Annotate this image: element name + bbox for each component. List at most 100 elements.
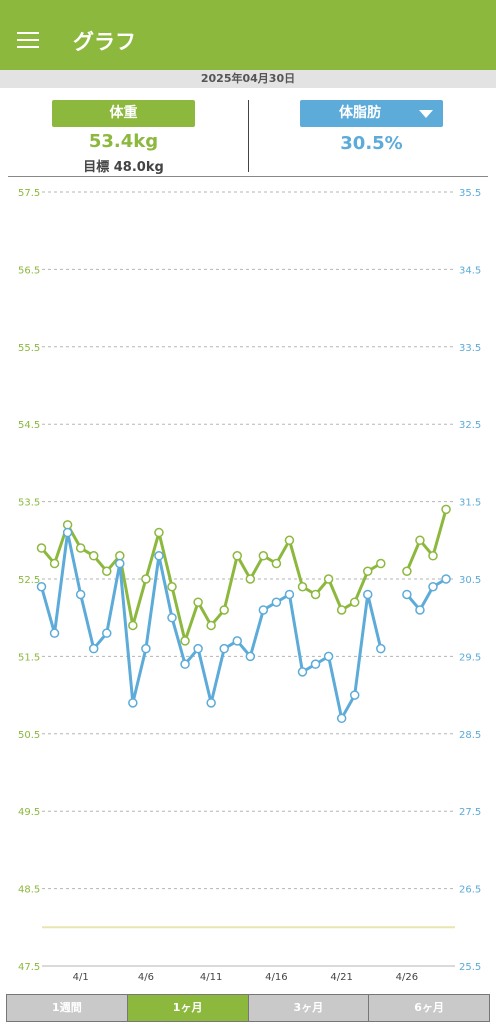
data-point-body-fat (193, 643, 203, 654)
x-axis-tick-label: 4/11 (200, 972, 222, 983)
data-point-body-fat (336, 713, 347, 724)
data-point-weight (49, 558, 60, 569)
data-point-body-fat (415, 605, 425, 615)
data-point-weight (245, 574, 256, 584)
weight-value: 53.4kg (88, 131, 159, 152)
left-axis-tick-label: 52.5 (18, 575, 40, 586)
body-fat-value: 30.5% (340, 133, 403, 154)
data-point-body-fat (310, 659, 321, 669)
right-axis-tick-label: 29.5 (459, 652, 481, 663)
data-point-weight (206, 620, 216, 631)
caret-down-icon (419, 110, 433, 118)
data-point-weight (88, 551, 99, 561)
x-axis-tick-label: 4/26 (396, 972, 418, 983)
right-axis-tick-label: 28.5 (459, 730, 481, 741)
data-point-weight (36, 543, 47, 553)
data-point-weight (219, 605, 229, 615)
data-point-weight (376, 558, 386, 569)
body-fat-dropdown[interactable]: 体脂肪 (300, 100, 443, 127)
data-point-weight (102, 566, 112, 577)
data-point-body-fat (219, 643, 229, 654)
period-tab-0[interactable]: 1週間 (7, 995, 128, 1021)
card-divider (248, 100, 249, 172)
data-point-weight (363, 566, 373, 577)
hamburger-menu-icon[interactable] (17, 32, 39, 48)
left-axis-tick-label: 48.5 (18, 885, 40, 896)
data-point-body-fat (271, 597, 282, 607)
weight-goal: 目標 48.0kg (83, 160, 164, 175)
data-point-body-fat (232, 636, 242, 646)
data-point-body-fat (441, 574, 451, 584)
data-point-weight (310, 589, 321, 600)
period-tab-3[interactable]: 6ヶ月 (369, 995, 489, 1021)
data-point-weight (75, 543, 86, 553)
right-axis-tick-label: 35.5 (459, 188, 481, 199)
data-point-body-fat (36, 581, 47, 592)
date-label: 2025年04月30日 (0, 70, 496, 88)
series-line-body-fat (40, 531, 447, 720)
period-tab-2[interactable]: 3ヶ月 (248, 995, 370, 1021)
left-axis-tick-label: 56.5 (18, 265, 40, 276)
left-axis-tick-label: 57.5 (18, 188, 40, 199)
data-point-weight (258, 551, 269, 561)
data-point-weight (336, 605, 347, 615)
weight-bodyfat-chart: 57.5 35.5 56.5 34.5 55.5 33.5 54.5 32.5 53.5 31.5… (18, 188, 481, 983)
data-point-weight (180, 636, 190, 646)
data-point-body-fat (141, 643, 151, 654)
data-point-weight (167, 581, 177, 592)
right-axis-tick-label: 25.5 (459, 962, 481, 973)
data-point-body-fat (167, 612, 177, 623)
data-point-weight (232, 551, 242, 561)
right-axis-tick-label: 33.5 (459, 343, 481, 354)
period-tab-1[interactable]: 1ヶ月 (127, 995, 249, 1021)
data-point-weight (349, 597, 360, 607)
data-point-body-fat (88, 643, 99, 654)
data-point-body-fat (245, 651, 256, 662)
data-point-body-fat (206, 698, 216, 708)
data-point-body-fat (428, 581, 438, 592)
data-point-body-fat (128, 698, 138, 708)
right-axis-tick-label: 32.5 (459, 420, 481, 431)
x-axis-tick-label: 4/6 (138, 972, 154, 983)
data-point-body-fat (62, 527, 73, 538)
left-axis-tick-label: 50.5 (18, 730, 40, 741)
left-axis-tick-label: 54.5 (18, 420, 40, 431)
right-axis-tick-label: 30.5 (459, 575, 481, 586)
data-point-weight (441, 504, 451, 515)
data-point-body-fat (258, 605, 269, 615)
data-point-weight (428, 551, 438, 561)
right-axis-tick-label: 27.5 (459, 807, 481, 818)
data-point-weight (62, 520, 73, 530)
data-point-weight (297, 581, 308, 592)
right-axis-tick-label: 26.5 (459, 885, 481, 896)
data-point-weight (284, 535, 295, 546)
x-axis-tick-label: 4/21 (330, 972, 352, 983)
left-axis-tick-label: 51.5 (18, 652, 40, 663)
data-point-body-fat (349, 690, 360, 700)
data-point-body-fat (363, 589, 373, 600)
left-axis-tick-label: 47.5 (18, 962, 40, 973)
data-point-weight (141, 574, 151, 584)
data-point-weight (402, 566, 412, 577)
x-axis-tick-label: 4/1 (73, 972, 89, 983)
data-point-weight (154, 527, 164, 538)
data-point-body-fat (49, 628, 60, 638)
body-fat-dropdown-label: 体脂肪 (339, 105, 381, 121)
data-point-weight (323, 574, 334, 584)
data-point-body-fat (323, 651, 334, 662)
data-point-weight (415, 535, 425, 546)
left-axis-tick-label: 49.5 (18, 807, 40, 818)
data-point-body-fat (102, 628, 112, 638)
app-bar: グラフ (0, 0, 496, 70)
card-underline (8, 176, 488, 177)
weight-button[interactable]: 体重 (52, 100, 195, 127)
data-point-body-fat (297, 667, 308, 677)
page-title: グラフ (73, 30, 136, 54)
data-point-weight (271, 558, 282, 569)
data-point-weight (115, 551, 125, 561)
data-point-body-fat (154, 551, 164, 561)
data-point-body-fat (376, 643, 386, 654)
series-line-weight (40, 508, 448, 643)
data-point-body-fat (284, 589, 295, 600)
period-selector: 1週間 1ヶ月 3ヶ月 6ヶ月 (6, 994, 490, 1022)
